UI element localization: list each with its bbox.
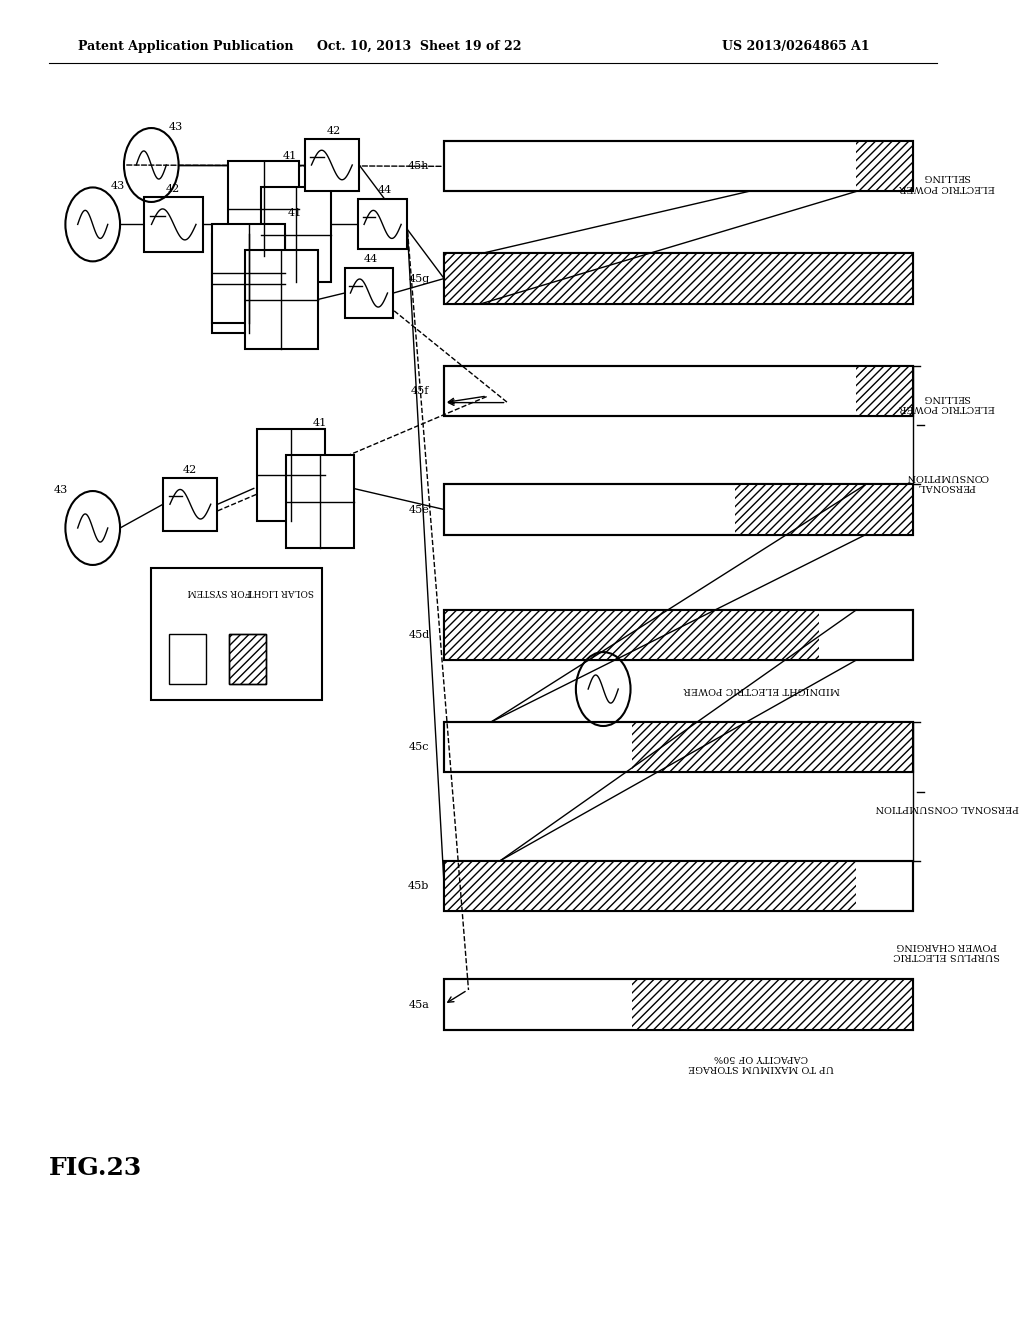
Bar — [305, 139, 358, 191]
Bar — [632, 722, 912, 772]
Bar — [144, 197, 203, 252]
Text: PERSONAL
CONSUMPTION: PERSONAL CONSUMPTION — [905, 473, 988, 491]
Bar — [444, 141, 912, 191]
Text: 45h: 45h — [408, 161, 429, 172]
Bar — [856, 141, 912, 191]
Text: 42: 42 — [182, 465, 197, 475]
Bar — [444, 722, 912, 772]
Bar — [152, 568, 323, 700]
Text: 45e: 45e — [409, 504, 429, 515]
Text: 45c: 45c — [409, 742, 429, 752]
Bar — [228, 161, 299, 256]
Bar — [444, 366, 912, 416]
Bar — [444, 484, 912, 535]
Bar — [444, 861, 856, 911]
Bar — [444, 366, 912, 416]
Bar — [358, 199, 407, 249]
Bar — [444, 253, 912, 304]
Bar — [632, 979, 912, 1030]
Bar — [444, 861, 912, 911]
Text: SURPLUS ELECTRIC
POWER CHARGING: SURPLUS ELECTRIC POWER CHARGING — [893, 941, 1000, 960]
Bar — [444, 253, 912, 304]
Bar — [444, 861, 912, 911]
Text: 43: 43 — [169, 121, 183, 132]
Text: 45a: 45a — [409, 999, 429, 1010]
Bar — [344, 268, 393, 318]
Bar — [444, 722, 912, 772]
Bar — [212, 223, 286, 322]
Text: PERSONAL CONSUMPTION: PERSONAL CONSUMPTION — [876, 804, 1019, 812]
Text: FIG.23: FIG.23 — [49, 1156, 142, 1180]
Text: 44: 44 — [365, 253, 378, 264]
Bar — [444, 484, 912, 535]
Bar — [444, 253, 912, 304]
Bar — [444, 610, 912, 660]
Text: 41: 41 — [283, 150, 297, 161]
Bar — [229, 634, 266, 684]
Text: 45d: 45d — [409, 630, 429, 640]
Text: SOLAR LIGHT: SOLAR LIGHT — [248, 587, 314, 595]
Text: 42: 42 — [327, 125, 341, 136]
Text: US 2013/0264865 A1: US 2013/0264865 A1 — [722, 40, 870, 53]
Text: Patent Application Publication: Patent Application Publication — [78, 40, 294, 53]
Text: 45b: 45b — [409, 880, 429, 891]
Text: 41: 41 — [288, 207, 302, 218]
Bar — [212, 235, 286, 333]
Bar — [257, 429, 325, 521]
Bar — [444, 979, 912, 1030]
Bar — [169, 634, 206, 684]
Bar — [260, 187, 331, 282]
Text: ELECTRIC POWER
SELLING: ELECTRIC POWER SELLING — [899, 173, 994, 191]
Text: UP TO MAXIMUM STORAGE
CAPACITY OF 50%: UP TO MAXIMUM STORAGE CAPACITY OF 50% — [688, 1053, 835, 1072]
Text: 41: 41 — [312, 417, 327, 428]
Text: 43: 43 — [111, 181, 125, 191]
Text: Oct. 10, 2013  Sheet 19 of 22: Oct. 10, 2013 Sheet 19 of 22 — [317, 40, 522, 53]
Bar — [444, 610, 912, 660]
Text: MIDNIGHT ELECTRIC POWER: MIDNIGHT ELECTRIC POWER — [683, 685, 840, 693]
Text: 43: 43 — [53, 484, 68, 495]
Text: 44: 44 — [378, 185, 392, 195]
Text: 42: 42 — [166, 183, 180, 194]
Bar — [245, 251, 317, 348]
Bar — [286, 455, 354, 548]
Bar — [444, 141, 912, 191]
Text: 45f: 45f — [411, 385, 429, 396]
Bar — [856, 366, 912, 416]
Bar — [229, 634, 266, 684]
Bar — [444, 979, 912, 1030]
Text: ELECTRIC POWER
SELLING: ELECTRIC POWER SELLING — [899, 393, 994, 412]
Text: FOR SYSTEM: FOR SYSTEM — [187, 587, 251, 595]
Bar — [734, 484, 912, 535]
Text: 45g: 45g — [409, 273, 429, 284]
Bar — [444, 610, 819, 660]
Bar — [164, 478, 217, 531]
